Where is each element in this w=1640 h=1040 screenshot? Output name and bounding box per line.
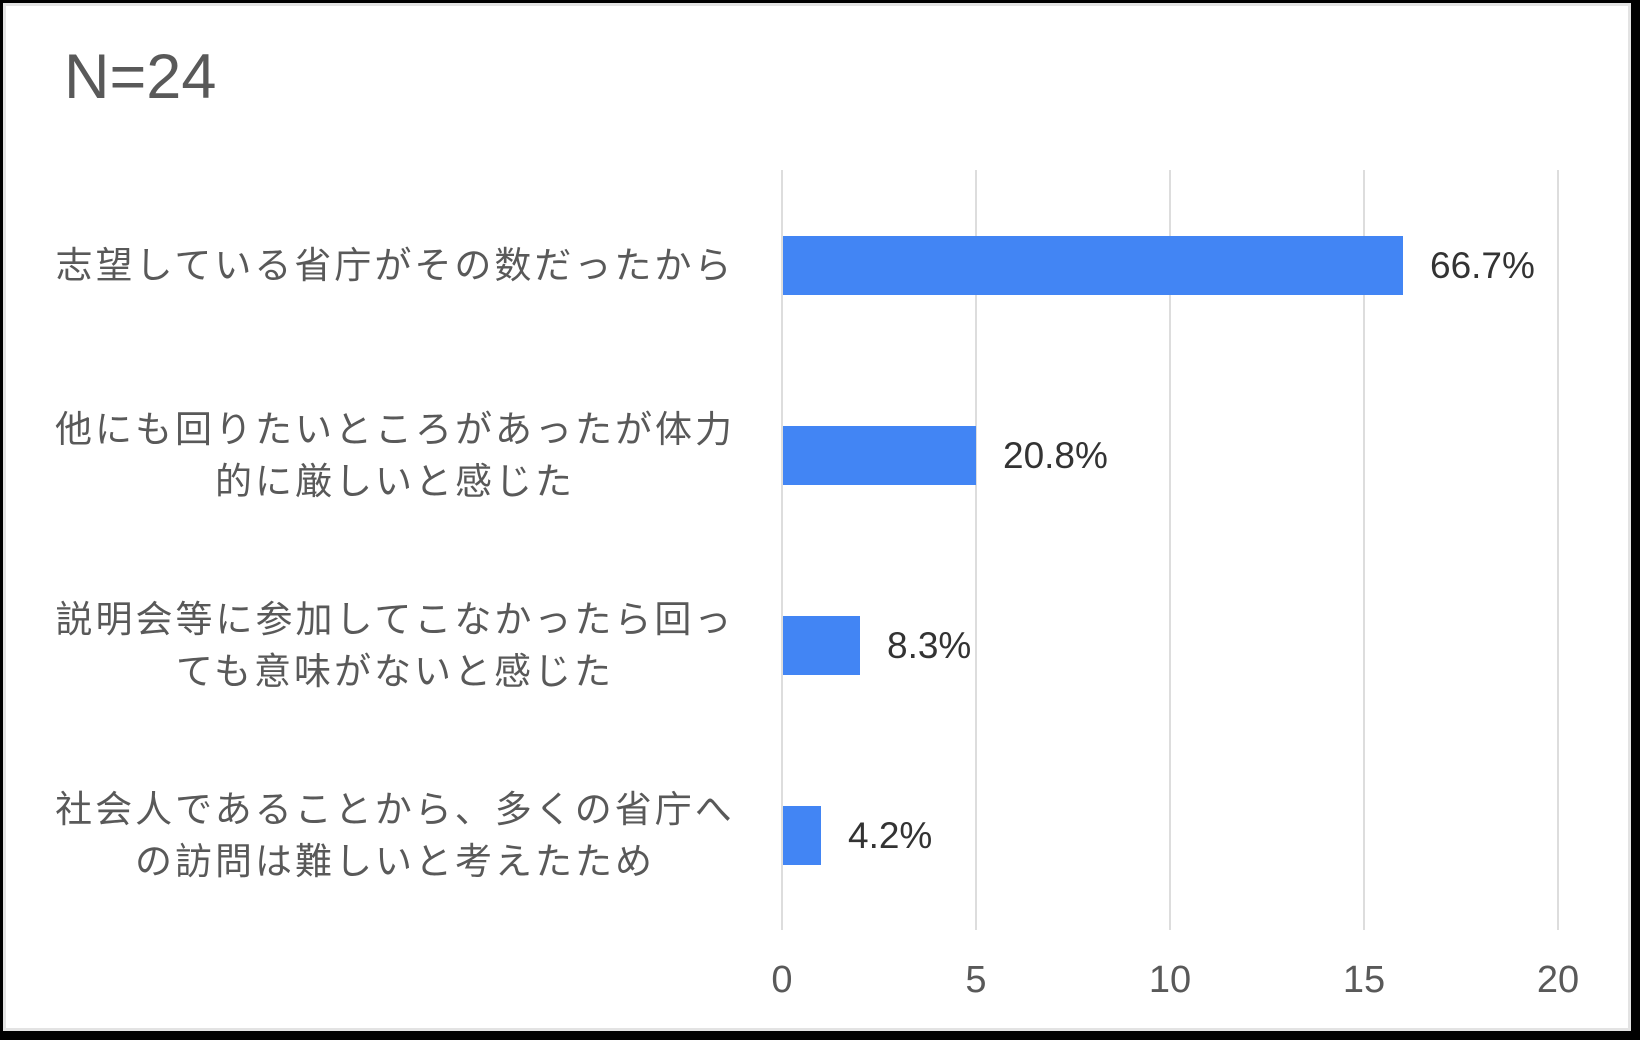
category-label-line: 説明会等に参加してこなかったら回っ bbox=[55, 599, 735, 640]
data-label: 4.2% bbox=[848, 815, 933, 856]
category-label: 他にも回りたいところがあったが体力 的に厳しいと感じた bbox=[40, 396, 750, 516]
bar bbox=[783, 616, 860, 675]
category-label-line: 志望している省庁がその数だったから bbox=[55, 245, 735, 286]
category-label-line: ても意味がないと感じた bbox=[175, 651, 615, 692]
category-label-line: の訪問は難しいと考えたため bbox=[134, 841, 655, 882]
gridline-10 bbox=[1169, 170, 1171, 930]
category-label-line: 社会人であることから、多くの省庁へ bbox=[55, 789, 735, 830]
gridline-5 bbox=[975, 170, 977, 930]
x-tick-label: 5 bbox=[965, 959, 987, 1001]
chart-title: N=24 bbox=[64, 42, 217, 112]
data-label: 8.3% bbox=[887, 625, 972, 666]
category-label-line: 的に厳しいと感じた bbox=[215, 461, 575, 502]
category-label: 社会人であることから、多くの省庁へ の訪問は難しいと考えたため bbox=[40, 776, 750, 896]
x-tick-label: 10 bbox=[1148, 959, 1192, 1001]
data-label: 20.8% bbox=[1003, 435, 1108, 476]
gridline-20 bbox=[1557, 170, 1559, 930]
category-label-line: 他にも回りたいところがあったが体力 bbox=[55, 409, 735, 450]
data-label: 66.7% bbox=[1430, 245, 1535, 286]
bar bbox=[783, 806, 821, 865]
category-label: 志望している省庁がその数だったから bbox=[40, 206, 750, 326]
category-label: 説明会等に参加してこなかったら回っ ても意味がないと感じた bbox=[40, 586, 750, 706]
bar bbox=[783, 426, 976, 485]
gridline-15 bbox=[1363, 170, 1365, 930]
x-tick-label: 15 bbox=[1342, 959, 1386, 1001]
gridline-0 bbox=[781, 170, 783, 930]
bar bbox=[783, 236, 1403, 295]
x-tick-label: 20 bbox=[1536, 959, 1580, 1001]
x-tick-label: 0 bbox=[771, 959, 793, 1001]
